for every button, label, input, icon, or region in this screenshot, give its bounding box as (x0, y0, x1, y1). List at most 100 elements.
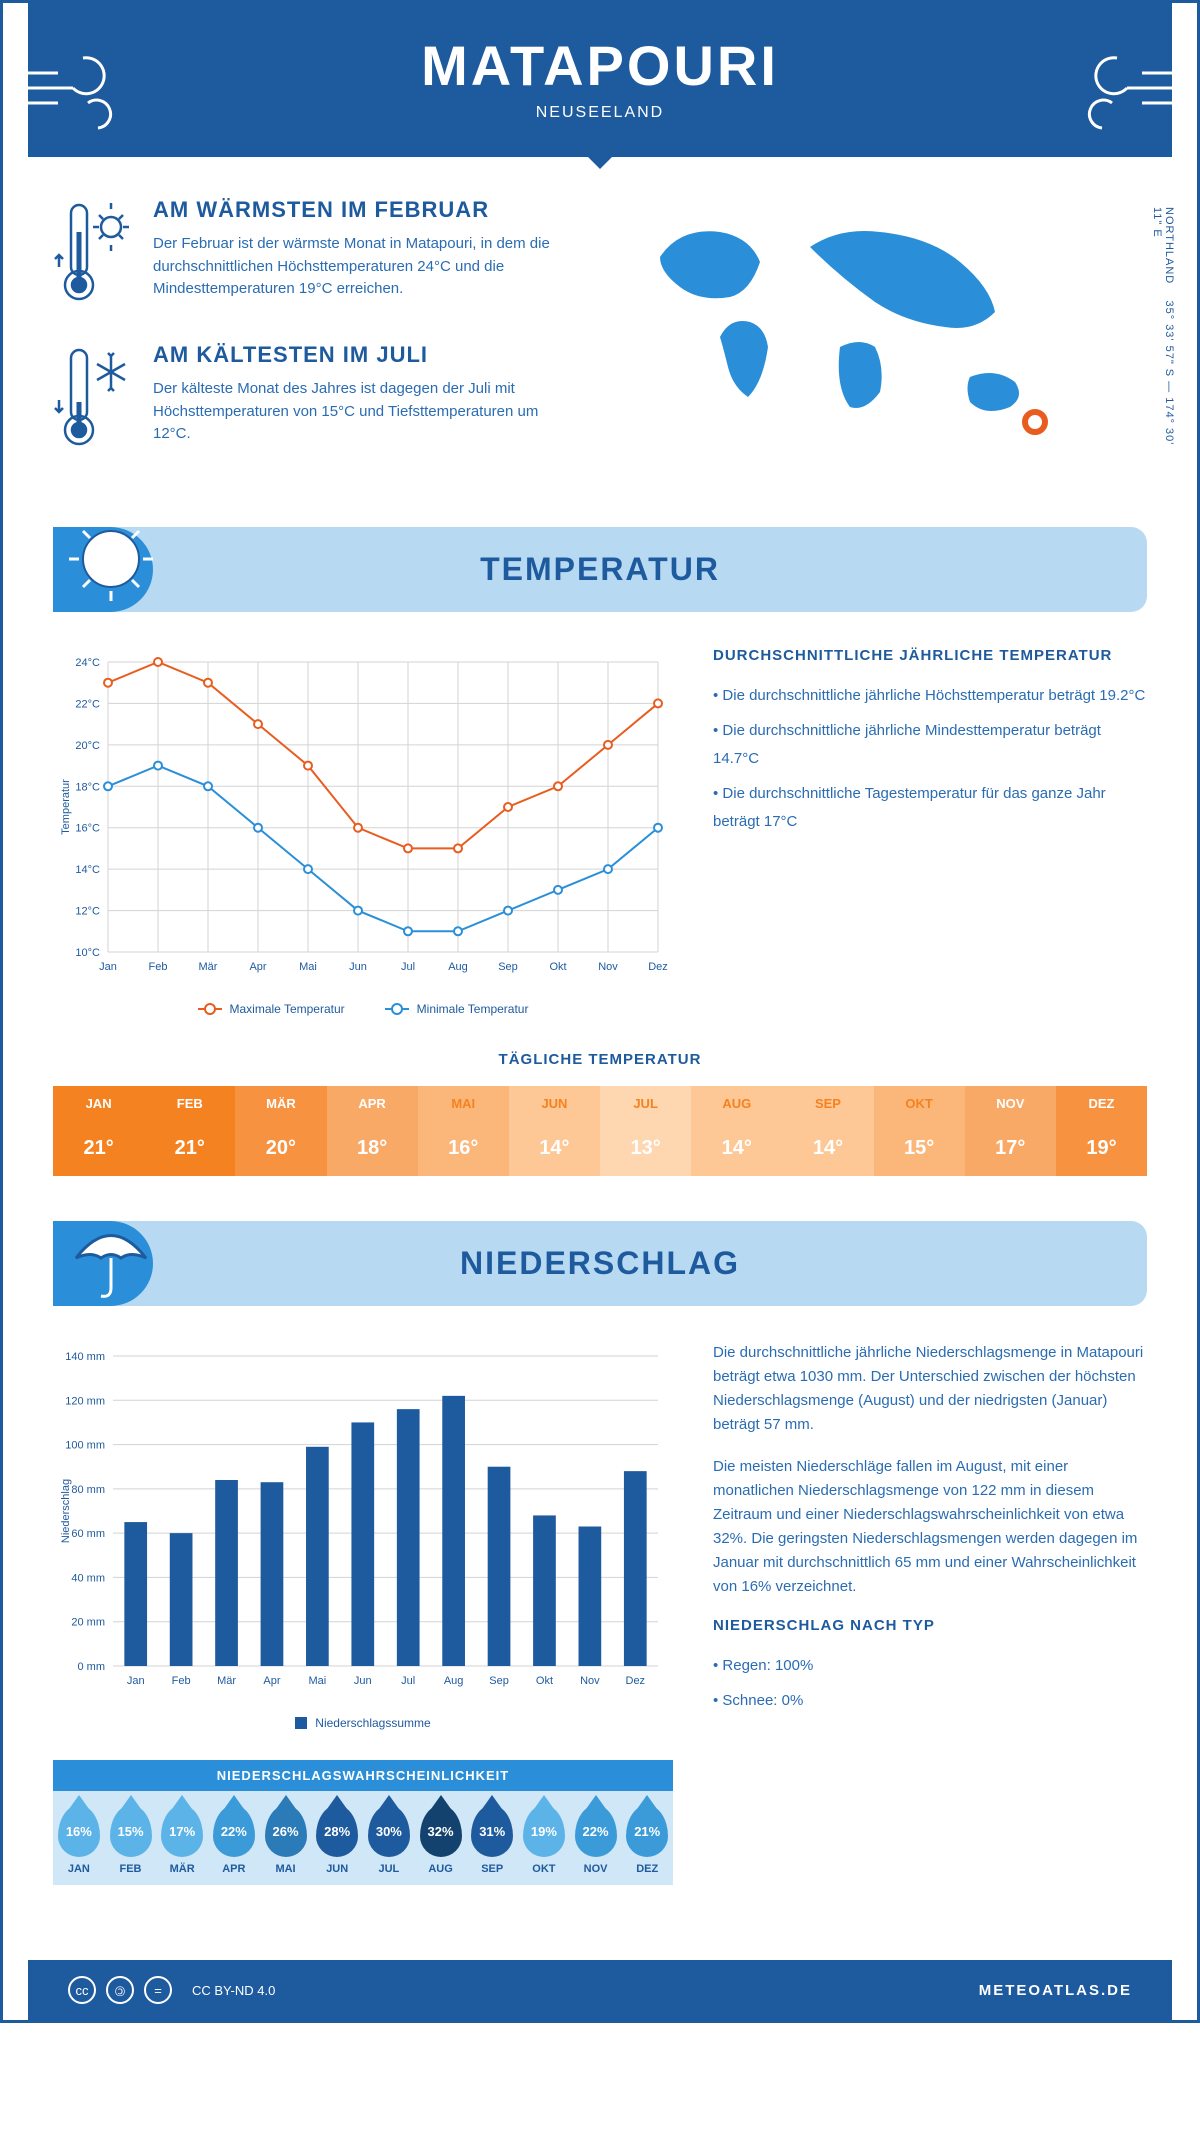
svg-text:16°C: 16°C (75, 823, 100, 835)
coldest-block: AM KÄLTESTEN IM JULI Der kälteste Monat … (53, 342, 580, 452)
precip-prob-cell: 32% AUG (415, 1805, 467, 1875)
svg-text:Aug: Aug (444, 1675, 464, 1687)
nd-icon: = (144, 1976, 172, 2004)
precipitation-bar-chart: 0 mm 20 mm 40 mm 60 mm 80 mm 100 mm 120 mm 140 … (53, 1341, 673, 1701)
site-name: METEOATLAS.DE (979, 1982, 1132, 1999)
svg-text:Apr: Apr (263, 1675, 280, 1687)
svg-text:Temperatur: Temperatur (60, 779, 72, 835)
precip-type-title: NIEDERSCHLAG NACH TYP (713, 1617, 1147, 1634)
warmest-title: AM WÄRMSTEN IM FEBRUAR (153, 197, 580, 223)
precip-prob-cell: 21% DEZ (621, 1805, 673, 1875)
world-map: NORTHLAND 35° 33' 57" S — 174° 30' 11" E (620, 197, 1147, 462)
svg-text:Mär: Mär (199, 961, 218, 973)
precip-para-2: Die meisten Niederschläge fallen im Augu… (713, 1455, 1147, 1599)
svg-text:Jul: Jul (401, 961, 415, 973)
svg-text:Dez: Dez (626, 1675, 646, 1687)
umbrella-icon (61, 1203, 161, 1303)
temp-stats-title: DURCHSCHNITTLICHE JÄHRLICHE TEMPERATUR (713, 647, 1147, 664)
svg-text:100 mm: 100 mm (65, 1440, 105, 1452)
temp-stat-3: • Die durchschnittliche Tagestemperatur … (713, 780, 1147, 837)
svg-text:Mai: Mai (299, 961, 317, 973)
license-text: CC BY-ND 4.0 (192, 1983, 275, 1998)
precip-para-1: Die durchschnittliche jährliche Niedersc… (713, 1341, 1147, 1437)
svg-text:Okt: Okt (549, 961, 566, 973)
svg-text:Sep: Sep (489, 1675, 509, 1687)
svg-text:22°C: 22°C (75, 698, 100, 710)
svg-text:18°C: 18°C (75, 781, 100, 793)
svg-text:Jan: Jan (127, 1675, 145, 1687)
temperature-section-header: TEMPERATUR (53, 527, 1147, 612)
precip-legend: Niederschlagssumme (53, 1716, 673, 1730)
coldest-text: Der kälteste Monat des Jahres ist dagege… (153, 378, 580, 446)
svg-text:Dez: Dez (648, 961, 668, 973)
svg-text:120 mm: 120 mm (65, 1395, 105, 1407)
coords-vertical: NORTHLAND 35° 33' 57" S — 174° 30' 11" E (1151, 207, 1175, 462)
temp-cell: DEZ 19° (1056, 1086, 1147, 1176)
svg-text:Niederschlag: Niederschlag (60, 1479, 72, 1543)
svg-text:20°C: 20°C (75, 740, 100, 752)
svg-text:0 mm: 0 mm (78, 1661, 106, 1673)
precip-prob-cell: 30% JUL (363, 1805, 415, 1875)
svg-text:12°C: 12°C (75, 906, 100, 918)
temp-cell: JAN 21° (53, 1086, 144, 1176)
precip-prob-cell: 16% JAN (53, 1805, 105, 1875)
svg-text:Nov: Nov (598, 961, 618, 973)
precip-prob-cell: 17% MÄR (156, 1805, 208, 1875)
temperature-title: TEMPERATUR (73, 551, 1127, 588)
temp-stat-1: • Die durchschnittliche jährliche Höchst… (713, 682, 1147, 711)
svg-text:Jun: Jun (354, 1675, 372, 1687)
svg-text:Apr: Apr (249, 961, 266, 973)
svg-text:20 mm: 20 mm (71, 1617, 105, 1629)
precip-prob-title: NIEDERSCHLAGSWAHRSCHEINLICHKEIT (53, 1760, 673, 1791)
warmest-text: Der Februar ist der wärmste Monat in Mat… (153, 233, 580, 301)
temp-cell: NOV 17° (965, 1086, 1056, 1176)
svg-text:80 mm: 80 mm (71, 1484, 105, 1496)
temp-legend: .legend-item:nth-child(1) .legend-marker… (53, 1002, 673, 1016)
svg-text:Jan: Jan (99, 961, 117, 973)
svg-text:60 mm: 60 mm (71, 1528, 105, 1540)
svg-text:Okt: Okt (536, 1675, 553, 1687)
precip-prob-cell: 31% SEP (466, 1805, 518, 1875)
footer: cc 🄯 = CC BY-ND 4.0 METEOATLAS.DE (28, 1960, 1172, 2020)
svg-text:140 mm: 140 mm (65, 1351, 105, 1363)
svg-text:24°C: 24°C (75, 657, 100, 669)
wind-icon-right (1072, 43, 1182, 133)
svg-text:Mai: Mai (309, 1675, 327, 1687)
svg-text:Feb: Feb (172, 1675, 191, 1687)
by-icon: 🄯 (106, 1976, 134, 2004)
daily-temp-title: TÄGLICHE TEMPERATUR (53, 1051, 1147, 1068)
temp-cell: AUG 14° (691, 1086, 782, 1176)
temp-cell: FEB 21° (144, 1086, 235, 1176)
thermometer-sun-icon (53, 197, 133, 307)
precip-type-1: • Regen: 100% (713, 1652, 1147, 1681)
temp-cell: SEP 14° (782, 1086, 873, 1176)
thermometer-snow-icon (53, 342, 133, 452)
precip-title: NIEDERSCHLAG (73, 1245, 1127, 1282)
temp-cell: MAI 16° (418, 1086, 509, 1176)
infographic-root: MATAPOURI NEUSEELAND (0, 0, 1200, 2023)
temp-cell: JUL 13° (600, 1086, 691, 1176)
svg-text:Mär: Mär (217, 1675, 236, 1687)
svg-text:Aug: Aug (448, 961, 468, 973)
precip-type-2: • Schnee: 0% (713, 1687, 1147, 1716)
temp-stat-2: • Die durchschnittliche jährliche Mindes… (713, 717, 1147, 774)
wind-icon-left (18, 43, 128, 133)
sun-icon (61, 509, 161, 609)
header: MATAPOURI NEUSEELAND (28, 3, 1172, 157)
page-subtitle: NEUSEELAND (48, 104, 1152, 122)
precip-prob-cell: 19% OKT (518, 1805, 570, 1875)
page-title: MATAPOURI (48, 33, 1152, 98)
info-row: AM WÄRMSTEN IM FEBRUAR Der Februar ist d… (53, 197, 1147, 487)
svg-text:Feb: Feb (149, 961, 168, 973)
svg-text:Sep: Sep (498, 961, 518, 973)
svg-text:Jun: Jun (349, 961, 367, 973)
temp-cell: MÄR 20° (235, 1086, 326, 1176)
temperature-line-chart: 10°C12°C14°C16°C18°C20°C22°C24°CJanFebMä… (53, 647, 673, 987)
svg-text:40 mm: 40 mm (71, 1572, 105, 1584)
precip-prob-panel: NIEDERSCHLAGSWAHRSCHEINLICHKEIT 16% JAN … (53, 1760, 673, 1885)
precip-prob-cell: 28% JUN (311, 1805, 363, 1875)
svg-text:14°C: 14°C (75, 864, 100, 876)
temp-cell: OKT 15° (874, 1086, 965, 1176)
warmest-block: AM WÄRMSTEN IM FEBRUAR Der Februar ist d… (53, 197, 580, 307)
cc-icon: cc (68, 1976, 96, 2004)
